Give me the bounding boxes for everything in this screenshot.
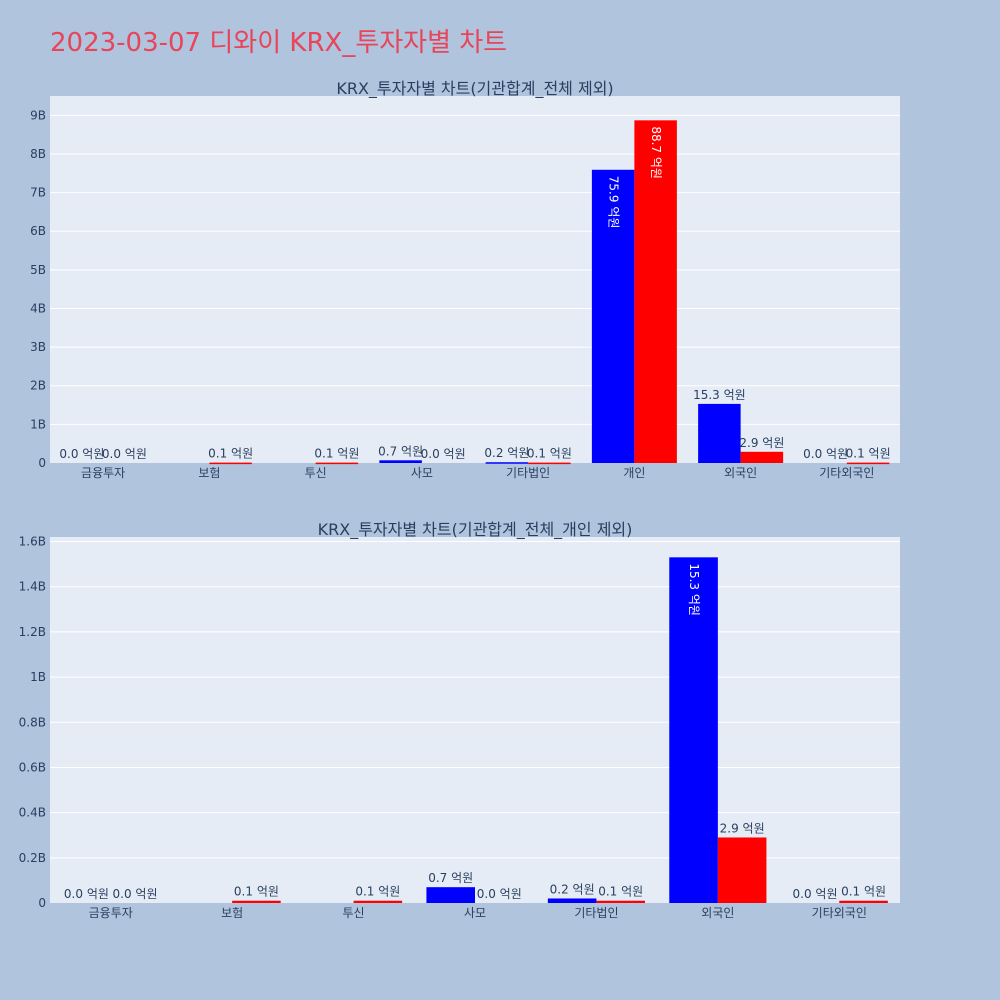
y-tick-label: 0.8B <box>19 715 46 729</box>
bar <box>591 169 635 463</box>
data-label: 0.0 억원 <box>102 447 147 461</box>
x-tick-label: 기타외국인 <box>812 906 867 920</box>
data-label: 0.1 억원 <box>208 447 253 461</box>
bar <box>846 462 890 465</box>
y-tick-label: 0.4B <box>19 806 46 820</box>
data-label: 0.0 억원 <box>421 447 466 461</box>
y-tick-label: 8B <box>30 147 46 161</box>
data-label: 0.1 억원 <box>846 447 891 461</box>
bar <box>315 462 359 465</box>
data-label: 0.1 억원 <box>355 885 400 899</box>
data-label: 0.0 억원 <box>64 887 109 901</box>
data-label: 0.7 억원 <box>428 871 473 885</box>
data-label: 0.0 억원 <box>59 447 104 461</box>
y-tick-label: 0.6B <box>19 760 46 774</box>
y-tick-label: 1.4B <box>19 580 46 594</box>
bar <box>698 403 741 463</box>
data-label: 0.0 억원 <box>113 887 158 901</box>
bar <box>669 557 718 903</box>
x-tick-label: 보험 <box>221 906 243 920</box>
data-label: 0.1 억원 <box>841 885 886 899</box>
x-tick-label: 외국인 <box>701 906 734 920</box>
bar <box>547 898 597 903</box>
data-label: 0.1 억원 <box>598 885 643 899</box>
data-label: 88.7 억원 <box>649 126 663 179</box>
bar <box>379 460 422 463</box>
x-tick-label: 투신 <box>343 906 365 920</box>
y-tick-label: 0 <box>38 456 46 470</box>
data-label: 2.9 억원 <box>720 821 765 835</box>
bar <box>740 451 784 463</box>
y-tick-label: 1B <box>30 417 46 431</box>
data-label: 2.9 억원 <box>739 436 784 450</box>
data-label: 0.2 억원 <box>484 446 529 460</box>
x-tick-label: 외국인 <box>724 466 757 480</box>
data-label: 0.1 억원 <box>234 885 279 899</box>
y-tick-label: 1B <box>30 670 46 684</box>
data-label: 15.3 억원 <box>687 563 701 616</box>
y-tick-label: 4B <box>30 301 46 315</box>
bar <box>426 887 475 903</box>
chart-bottom: 0 0.2B 0.4B 0.6B 0.8B 1B 1.2B 1.4B 1.6B KRX_투자자별 … <box>19 520 900 920</box>
data-label: 75.9 억원 <box>607 176 621 229</box>
y-tick-label: 5B <box>30 263 46 277</box>
bar <box>353 900 403 903</box>
bar <box>485 462 529 464</box>
y-tick-label: 0 <box>38 896 46 910</box>
data-label: 0.2 억원 <box>550 882 595 896</box>
bar <box>209 462 252 465</box>
y-tick-label: 0.2B <box>19 851 46 865</box>
data-label: 0.0 억원 <box>793 887 838 901</box>
y-tick-label: 2B <box>30 379 46 393</box>
chart-title: KRX_투자자별 차트(기관합계_전체_개인 제외) <box>318 520 633 540</box>
data-label: 15.3 억원 <box>693 388 746 402</box>
data-label: 0.0 억원 <box>803 447 848 461</box>
data-label: 0.1 억원 <box>527 447 572 461</box>
y-tick-label: 7B <box>30 186 46 200</box>
data-label: 0.0 억원 <box>477 887 522 901</box>
bar <box>717 837 767 903</box>
y-tick-label: 1.6B <box>19 535 46 549</box>
plot-area <box>50 96 900 463</box>
y-tick-label: 6B <box>30 224 46 238</box>
x-tick-label: 사모 <box>464 906 486 920</box>
data-label: 0.7 억원 <box>378 444 423 458</box>
x-tick-label: 보험 <box>198 466 220 480</box>
x-tick-label: 투신 <box>305 466 327 480</box>
x-tick-label: 금융투자 <box>89 906 133 920</box>
data-label: 0.1 억원 <box>314 447 359 461</box>
bar <box>634 120 677 464</box>
x-tick-label: 금융투자 <box>81 466 125 480</box>
y-tick-label: 3B <box>30 340 46 354</box>
plot-area <box>50 537 900 903</box>
x-tick-label: 기타법인 <box>574 906 618 920</box>
y-tick-label: 9B <box>30 108 46 122</box>
bar <box>839 900 888 903</box>
x-tick-label: 개인 <box>623 466 645 480</box>
x-tick-label: 사모 <box>411 466 433 480</box>
y-tick-label: 1.2B <box>19 625 46 639</box>
x-tick-label: 기타법인 <box>506 466 550 480</box>
chart-title: KRX_투자자별 차트(기관합계_전체 제외) <box>336 79 613 99</box>
x-tick-label: 기타외국인 <box>819 466 874 480</box>
bar <box>232 900 281 903</box>
page-title: 2023-03-07 디와이 KRX_투자자별 차트 <box>50 28 508 58</box>
bar <box>528 462 571 465</box>
chart-top: 0 1B 2B 3B 4B 5B 6B 7B 8B 9B KRX_투자자별 차트(기관합계_전체 제… <box>30 79 900 480</box>
bar <box>596 900 645 903</box>
